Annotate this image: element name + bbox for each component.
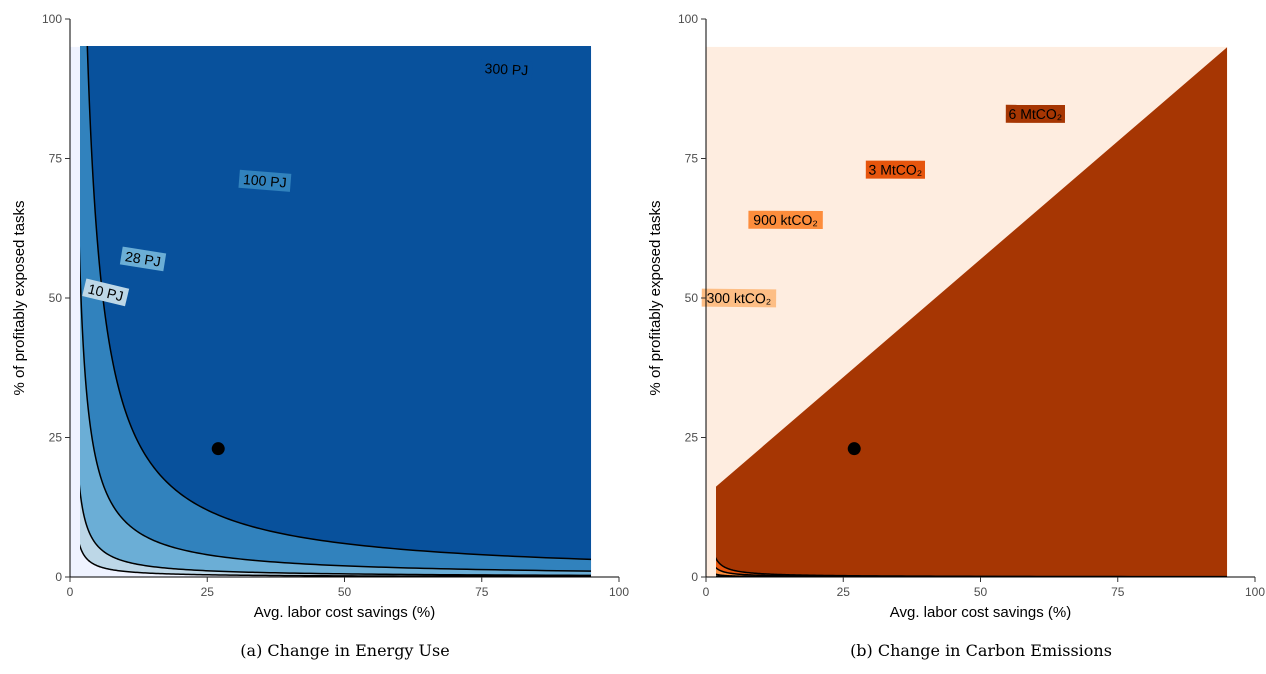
- x-tick-label: 100: [1245, 585, 1265, 599]
- y-tick-label: 25: [49, 431, 63, 445]
- contour-line-2: [80, 484, 591, 577]
- y-tick-label: 50: [685, 291, 699, 305]
- panel-2: 300 ktCO₂ 900 ktCO₂ 3 MtCO₂ 6 MtCO₂ 0 25 50 75 1…: [647, 12, 1265, 660]
- contour-label-bg: [238, 169, 292, 192]
- x-tick-label: 75: [475, 585, 489, 599]
- x-tick-label: 0: [67, 585, 74, 599]
- contour-label-3: 3 MtCO₂: [869, 162, 923, 178]
- y-tick-label: 100: [678, 12, 698, 26]
- x-tick-label: 25: [201, 585, 215, 599]
- y-tick-label: 100: [42, 12, 62, 26]
- x-tick-label: 50: [974, 585, 988, 599]
- contour-label-bg: [865, 160, 926, 179]
- contour-label-4: 300 PJ: [484, 60, 528, 78]
- x-tick-label: 0: [703, 585, 710, 599]
- y-axis-title: % of profitably exposed tasks: [11, 200, 28, 395]
- x-tick-label: 50: [338, 585, 352, 599]
- contour-line-4: [716, 556, 1227, 577]
- y-tick-label: 0: [691, 570, 698, 584]
- x-tick-label: 25: [837, 585, 851, 599]
- y-tick-label: 0: [55, 570, 62, 584]
- highlight-point: [847, 442, 861, 456]
- figure-caption: (b) Change in Carbon Emissions: [850, 641, 1112, 660]
- figure-caption: (a) Change in Energy Use: [240, 641, 449, 660]
- x-axis-title: Avg. labor cost savings (%): [890, 604, 1071, 621]
- contour-line-1: [80, 543, 591, 577]
- highlight-point: [211, 442, 225, 456]
- x-axis-title: Avg. labor cost savings (%): [254, 604, 435, 621]
- contour-label-bg: [119, 246, 167, 272]
- y-axis-title: % of profitably exposed tasks: [647, 200, 664, 395]
- contour-label-2: 28 PJ: [124, 248, 162, 269]
- y-tick-label: 50: [49, 291, 63, 305]
- contour-band-4: [716, 47, 1227, 577]
- contour-line-4: [86, 46, 591, 561]
- contour-label-1: 300 ktCO₂: [707, 290, 772, 307]
- contour-label-2: 900 ktCO₂: [753, 212, 818, 228]
- contour-label-bg: [480, 58, 533, 80]
- y-tick-label: 75: [49, 152, 63, 166]
- contour-label-4: 6 MtCO₂: [1009, 106, 1063, 122]
- contour-label-bg: [701, 288, 777, 308]
- contour-label-bg: [82, 278, 130, 307]
- contour-line-3: [80, 245, 591, 572]
- y-tick-label: 25: [685, 431, 699, 445]
- contour-label-3: 100 PJ: [243, 171, 288, 190]
- x-tick-label: 100: [609, 585, 629, 599]
- y-tick-label: 75: [685, 152, 699, 166]
- contour-band-4: [87, 46, 591, 560]
- contour-label-bg: [1005, 104, 1066, 123]
- contour-label-bg: [748, 210, 823, 230]
- x-tick-label: 75: [1111, 585, 1125, 599]
